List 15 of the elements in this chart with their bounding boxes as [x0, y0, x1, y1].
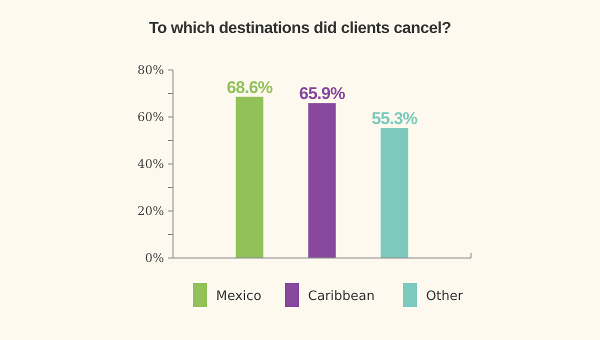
y-tick-label: 0%	[144, 251, 164, 266]
data-label: 55.3%	[372, 109, 418, 128]
legend-label: Mexico	[216, 289, 262, 304]
y-tick-label: 40%	[137, 157, 164, 172]
legend-label: Other	[426, 289, 464, 304]
legend-label: Caribbean	[308, 289, 375, 304]
data-label: 68.6%	[226, 78, 273, 97]
bar	[380, 128, 408, 258]
y-tick-label: 60%	[137, 110, 164, 124]
y-tick-label: 80%	[137, 63, 164, 78]
y-tick-label: 20%	[137, 204, 164, 218]
chart-title: To which destinations did clients cancel?	[148, 20, 452, 37]
data-label: 65.9%	[299, 84, 346, 104]
bar	[236, 96, 264, 258]
bar	[308, 103, 336, 258]
